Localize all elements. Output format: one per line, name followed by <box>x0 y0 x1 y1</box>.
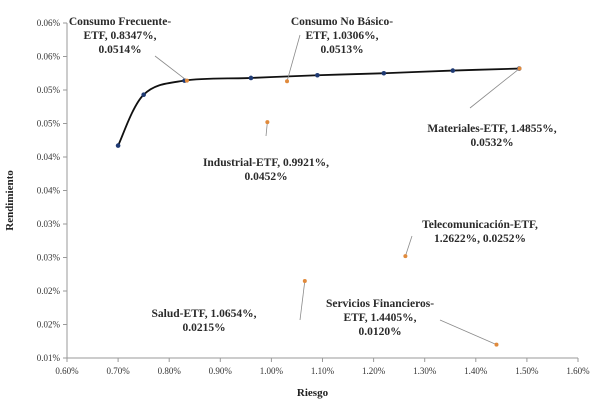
y-tick-label: 0.02% <box>37 320 61 330</box>
frontier-point <box>248 75 254 81</box>
x-tick-label: 1.00% <box>260 366 284 376</box>
frontier-point <box>115 143 121 148</box>
etf-data-label: ETF, 1.4405%, <box>343 312 416 324</box>
etf-data-label: 0.0513% <box>320 44 363 56</box>
annotation-leader-line <box>469 68 520 109</box>
etf-data-label: 0.0120% <box>358 326 401 338</box>
x-tick-label: 1.30% <box>413 366 437 376</box>
y-tick-label: 0.03% <box>37 253 61 263</box>
etf-data-label: Telecomunicación-ETF, <box>422 219 538 231</box>
y-axis-title: Rendimiento <box>4 170 16 231</box>
x-tick-label: 1.50% <box>515 366 539 376</box>
etf-data-label: Materiales-ETF, 1.4855%, <box>427 123 556 135</box>
etf-data-label: 0.0452% <box>244 171 287 183</box>
etf-data-label: Consumo No Básico- <box>291 16 393 28</box>
frontier-point <box>450 68 456 73</box>
annotation-leader-line <box>299 280 306 321</box>
etf-data-label: 0.0215% <box>182 322 225 334</box>
etf-data-label: Industrial-ETF, 0.9921%, <box>203 157 329 169</box>
frontier-point <box>315 72 320 78</box>
y-tick-label: 0.05% <box>37 85 61 95</box>
x-tick-label: 1.20% <box>362 366 386 376</box>
x-tick-label: 1.60% <box>566 366 590 376</box>
efficient-frontier-line <box>117 67 520 147</box>
annotation-leader-line <box>286 34 301 82</box>
annotation-leader-line <box>154 55 188 81</box>
etf-data-label: ETF, 1.0306%, <box>305 30 378 42</box>
y-tick-label: 0.03% <box>37 219 61 229</box>
etf-point <box>517 66 522 71</box>
etf-data-label: Servicios Financieros- <box>326 298 434 310</box>
x-tick-label: 0.90% <box>209 366 233 376</box>
etf-data-label: Consumo Frecuente- <box>69 16 171 28</box>
annotation-leader-line <box>439 319 497 345</box>
etf-data-label: 0.0532% <box>470 137 513 149</box>
etf-point <box>285 79 290 84</box>
etf-data-label: ETF, 0.8347%, <box>83 30 156 42</box>
y-tick-label: 0.02% <box>37 286 61 296</box>
x-tick-label: 0.70% <box>106 366 130 376</box>
etf-data-label: 0.0514% <box>98 44 141 56</box>
y-tick-label: 0.05% <box>37 119 61 129</box>
etf-point <box>302 278 307 283</box>
etf-point <box>494 342 499 347</box>
x-tick-label: 0.80% <box>158 366 182 376</box>
x-tick-label: 1.40% <box>464 366 488 376</box>
etf-data-label: Salud-ETF, 1.0654%, <box>151 308 256 320</box>
x-axis-title: Riesgo <box>297 387 329 399</box>
etf-point <box>184 78 189 83</box>
frontier-point <box>141 92 146 97</box>
y-tick-label: 0.01% <box>37 353 61 363</box>
etf-data-label: 1.2622%, 0.0252% <box>434 233 526 245</box>
y-tick-label: 0.04% <box>37 186 61 196</box>
x-tick-label: 1.10% <box>311 366 335 376</box>
x-tick-label: 0.60% <box>55 366 79 376</box>
annotation-leader-line <box>265 122 268 137</box>
y-tick-label: 0.06% <box>37 52 61 62</box>
y-tick-label: 0.06% <box>37 18 61 28</box>
y-tick-label: 0.04% <box>37 152 61 162</box>
frontier-point <box>381 70 387 76</box>
etf-point <box>403 254 408 259</box>
etf-point <box>265 120 270 125</box>
annotation-leader-line <box>405 235 413 257</box>
